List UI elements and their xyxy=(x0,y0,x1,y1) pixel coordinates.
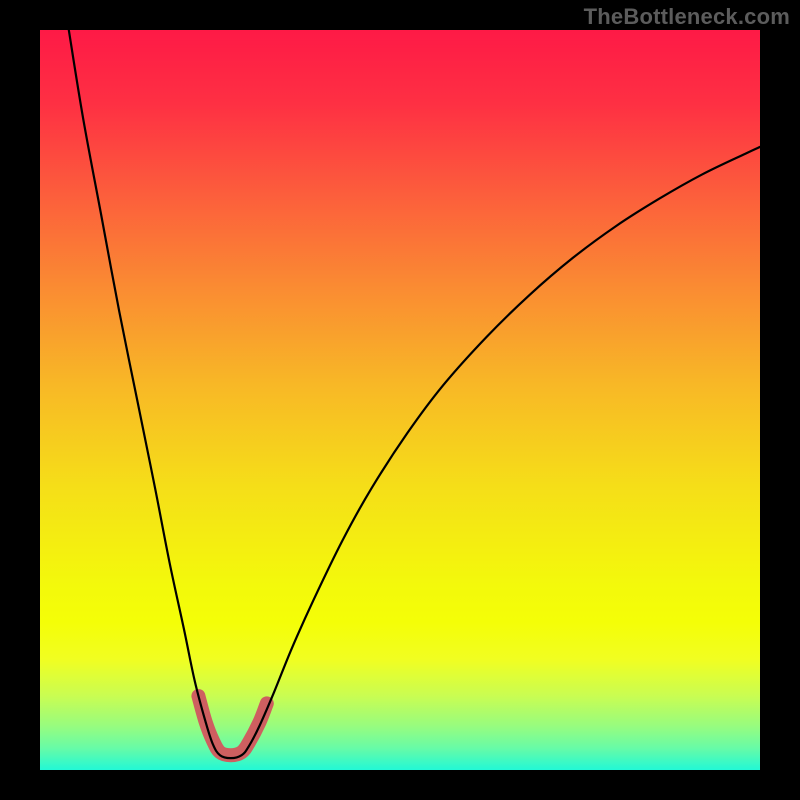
plot-background xyxy=(40,30,760,770)
watermark-text: TheBottleneck.com xyxy=(584,4,790,30)
chart-container: { "watermark": { "text": "TheBottleneck.… xyxy=(0,0,800,800)
bottleneck-chart xyxy=(0,0,800,800)
